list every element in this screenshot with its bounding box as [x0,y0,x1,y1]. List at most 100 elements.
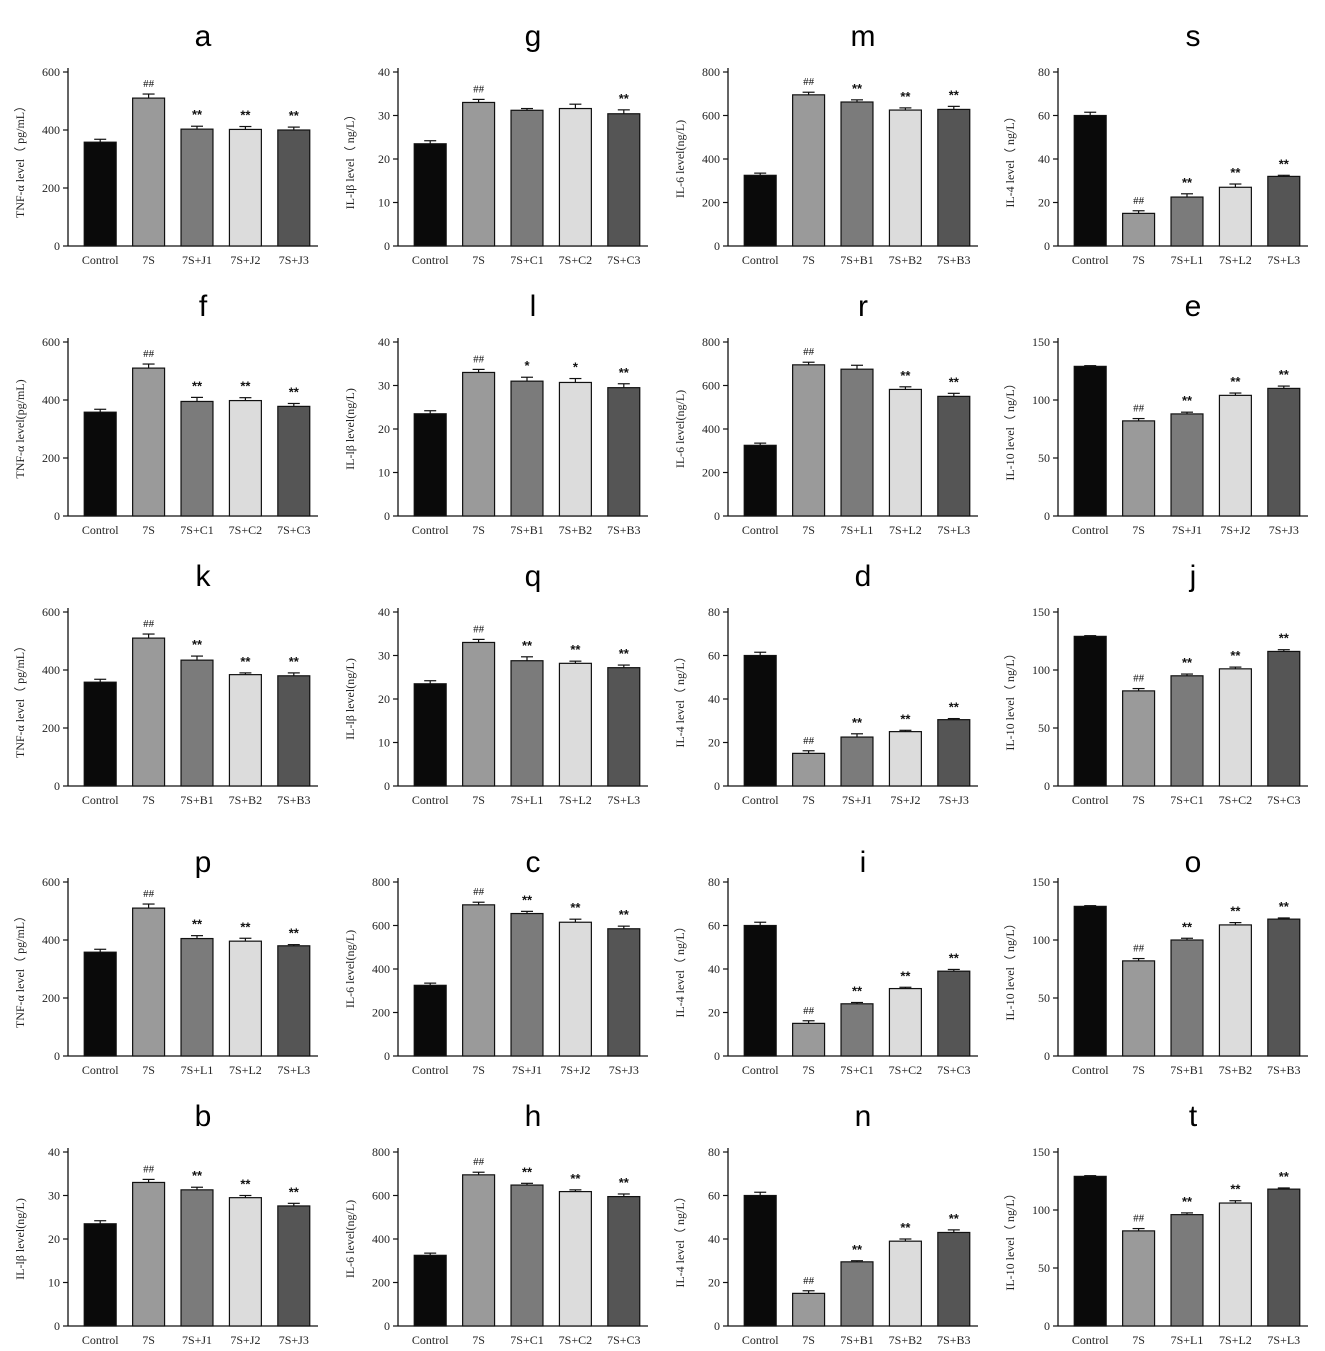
bar-control [743,654,777,787]
bar-control [413,683,447,787]
bar-7s-plus-b2 [1218,924,1252,1057]
y-axis-label: IL-10 level（ ng/L） [1003,377,1017,480]
y-tick-label: 150 [1032,605,1050,619]
bar-7s [1122,690,1156,787]
bar-chart-l: l IL-lβ level(ng/L) 0 10 20 30 40 Control ## 7S * 7… [343,290,648,537]
y-tick-label: 10 [48,1276,60,1290]
x-tick-label: 7S [472,1063,485,1076]
x-tick-label: Control [82,793,119,806]
x-tick-label: 7S [1132,1333,1145,1346]
y-axis-label: IL-lβ level（ ng/L） [343,109,357,210]
significance-label: ** [570,1171,581,1186]
y-tick-label: 20 [708,736,720,750]
x-tick-label: 7S+J2 [230,253,260,266]
x-tick-label: 7S+C2 [559,253,592,266]
panel-f: f TNF-α level(pg/mL) 0 200 400 600 Control ## 7S… [0,270,330,537]
panel-letter: n [855,1100,872,1133]
y-tick-label: 10 [378,466,390,480]
significance-label: ** [900,968,911,983]
x-tick-label: 7S [472,793,485,806]
bar-7s-plus-b2 [228,674,262,787]
x-tick-label: 7S+L1 [511,793,544,806]
x-tick-label: 7S+C1 [180,523,213,536]
x-tick-label: 7S+L1 [1171,253,1204,266]
y-tick-label: 200 [372,1276,390,1290]
y-tick-label: 150 [1032,875,1050,889]
y-tick-label: 400 [702,422,720,436]
x-tick-label: 7S [1132,793,1145,806]
x-tick-label: Control [412,1063,449,1076]
significance-label: ## [143,1163,155,1175]
x-tick-label: 7S [802,1063,815,1076]
bar-7s-plus-j3 [277,1205,311,1327]
panel-letter: f [199,290,208,323]
bar-7s-plus-j2 [558,921,592,1057]
y-axis-label: IL-4 level（ ng/L） [673,1190,687,1287]
bar-7s-plus-c2 [558,107,592,247]
x-tick-label: Control [1072,1063,1109,1076]
bar-control [83,681,117,787]
y-tick-label: 30 [378,109,390,123]
x-tick-label: 7S [1132,523,1145,536]
panel-letter: l [530,290,537,323]
y-tick-label: 600 [372,919,390,933]
bar-chart-s: s IL-4 level（ ng/L） 0 20 40 60 80 Control ## 7S **… [1003,20,1308,267]
bar-chart-r: r IL-6 level(ng/L) 0 200 400 600 800 Control ## 7… [673,290,978,537]
bar-7s-plus-l1 [510,660,544,787]
y-axis-label: IL-lβ level(ng/L) [343,388,357,470]
x-tick-label: Control [412,253,449,266]
y-axis-label: IL-10 level（ ng/L） [1003,917,1017,1020]
panel-letter: c [526,846,541,879]
panel-letter: h [525,1100,542,1133]
y-tick-label: 50 [1038,1261,1050,1275]
significance-label: ## [803,1275,815,1287]
y-tick-label: 0 [384,1319,390,1333]
bar-chart-a: a TNF-α level（ pg/mL） 0 200 400 600 Control ## 7… [13,20,318,267]
panel-letter: a [195,20,212,53]
x-tick-label: 7S [472,253,485,266]
bar-control [83,951,117,1057]
x-tick-label: 7S+L3 [1267,1333,1300,1346]
bar-7s-plus-b3 [937,108,971,247]
y-tick-label: 600 [42,875,60,889]
x-tick-label: 7S+J2 [560,1063,590,1076]
significance-label: * [524,358,530,373]
x-tick-label: 7S+B2 [229,793,262,806]
significance-label: ** [619,646,630,661]
bar-7s [132,637,166,787]
bar-7s-plus-j1 [180,1189,214,1327]
x-tick-label: 7S+C2 [1219,793,1252,806]
panel-letter: t [1189,1100,1198,1133]
y-tick-label: 800 [702,65,720,79]
bar-chart-q: q IL-lβ level(ng/L) 0 10 20 30 40 Control ## 7S **… [343,560,648,807]
significance-label: ** [619,91,630,106]
x-tick-label: 7S+B3 [937,1333,970,1346]
significance-label: ** [900,711,911,726]
significance-label: ** [289,654,300,669]
bar-chart-n: n IL-4 level（ ng/L） 0 20 40 60 80 Control ## 7S **… [673,1100,978,1347]
y-tick-label: 10 [378,736,390,750]
bar-7s-plus-l3 [1267,1188,1301,1327]
y-axis-label: TNF-α level（ pg/mL） [13,910,27,1028]
y-tick-label: 50 [1038,451,1050,465]
x-tick-label: 7S+L1 [1171,1333,1204,1346]
x-tick-label: 7S+J3 [939,793,969,806]
bar-control [83,411,117,517]
bar-control [743,1194,777,1327]
x-tick-label: 7S [142,253,155,266]
bar-control [413,413,447,517]
y-tick-label: 200 [42,451,60,465]
bar-7s-plus-b1 [840,1261,874,1327]
y-axis-label: IL-4 level（ ng/L） [673,650,687,747]
bar-7s-plus-j1 [840,736,874,787]
significance-label: ## [1133,673,1145,685]
y-tick-label: 200 [42,721,60,735]
bar-7s-plus-j2 [1218,394,1252,517]
significance-label: ** [240,379,251,394]
panel-letter: g [525,20,542,53]
y-axis-label: IL-lβ level(ng/L) [343,658,357,740]
y-tick-label: 0 [54,239,60,253]
significance-label: ** [1279,1169,1290,1184]
x-tick-label: 7S+J1 [1172,523,1202,536]
y-axis-label: IL-4 level（ ng/L） [1003,110,1017,207]
